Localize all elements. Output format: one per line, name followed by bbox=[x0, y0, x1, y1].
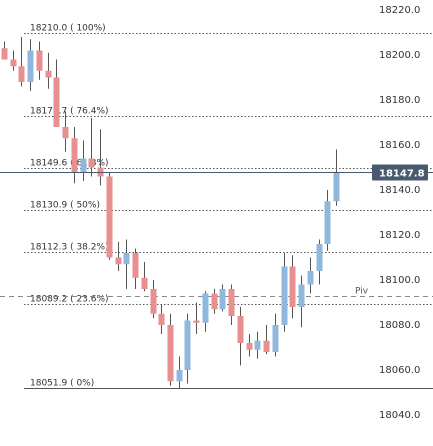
fib-label: 18051.9 ( 0%) bbox=[30, 379, 94, 389]
candle-down bbox=[71, 138, 78, 172]
fib-label: 18149.6 ( 61.8%) bbox=[30, 159, 109, 169]
candle-up bbox=[27, 50, 34, 82]
candle-down bbox=[237, 316, 244, 343]
candle-down bbox=[36, 50, 43, 71]
current-price-label: 18147.8 bbox=[379, 169, 425, 180]
candle-up bbox=[202, 293, 209, 323]
candle-up bbox=[219, 289, 226, 310]
y-tick-label: 18140.0 bbox=[379, 185, 420, 196]
candle-down bbox=[289, 266, 296, 307]
candle-down bbox=[246, 343, 253, 350]
fib-label: 18112.3 ( 38.2%) bbox=[30, 243, 109, 253]
y-tick-label: 18180.0 bbox=[379, 95, 420, 106]
pivot-label: Piv bbox=[355, 287, 369, 297]
y-tick-label: 18120.0 bbox=[379, 230, 420, 241]
y-tick-label: 18220.0 bbox=[379, 5, 420, 16]
candle-down bbox=[158, 313, 165, 325]
fibonacci-levels: 18210.0 ( 100%) 18172.7 ( 76.4%) 18149.6 (… bbox=[24, 24, 433, 389]
candle-down bbox=[263, 340, 270, 352]
fib-label: 18089.2 ( 23.6%) bbox=[30, 295, 109, 305]
candle-down bbox=[132, 253, 139, 278]
candle-up bbox=[176, 370, 183, 382]
candle-down bbox=[228, 289, 235, 316]
candle-down bbox=[141, 277, 148, 289]
candle-up bbox=[80, 158, 87, 172]
fib-label: 18210.0 ( 100%) bbox=[30, 24, 106, 34]
candle-down bbox=[150, 289, 157, 314]
candle-down bbox=[88, 158, 95, 168]
candle-up bbox=[281, 266, 288, 325]
candle-down bbox=[1, 48, 8, 60]
candle-up bbox=[272, 325, 279, 352]
candle-up bbox=[254, 340, 261, 350]
candle-down bbox=[45, 70, 52, 78]
candles bbox=[1, 37, 340, 388]
candle-up bbox=[307, 271, 314, 285]
y-tick-label: 18080.0 bbox=[379, 320, 420, 331]
candle-down bbox=[53, 77, 60, 127]
candle-down bbox=[62, 127, 69, 139]
y-axis: 18220.0 18200.0 18180.0 18160.0 18140.0 18120… bbox=[372, 5, 428, 421]
candle-down bbox=[193, 320, 200, 323]
y-tick-label: 18100.0 bbox=[379, 275, 420, 286]
candle-up bbox=[333, 172, 340, 202]
y-tick-label: 18040.0 bbox=[379, 410, 420, 421]
candle-down bbox=[10, 59, 17, 67]
candle-up bbox=[298, 284, 305, 307]
candle-up bbox=[123, 253, 130, 265]
y-tick-label: 18060.0 bbox=[379, 365, 420, 376]
candle-down bbox=[211, 293, 218, 310]
candle-up bbox=[316, 244, 323, 271]
candle-up bbox=[324, 201, 331, 244]
candle-down bbox=[18, 66, 25, 82]
fib-label: 18130.9 ( 50%) bbox=[30, 201, 100, 211]
candle-down bbox=[115, 257, 122, 265]
candle-down bbox=[167, 325, 174, 382]
fib-label: 18172.7 ( 76.4%) bbox=[30, 107, 109, 117]
current-price-tag bbox=[372, 164, 428, 181]
y-tick-label: 18200.0 bbox=[379, 50, 420, 61]
candle-down bbox=[106, 176, 113, 258]
y-tick-label: 18160.0 bbox=[379, 140, 420, 151]
candle-up bbox=[184, 320, 191, 370]
